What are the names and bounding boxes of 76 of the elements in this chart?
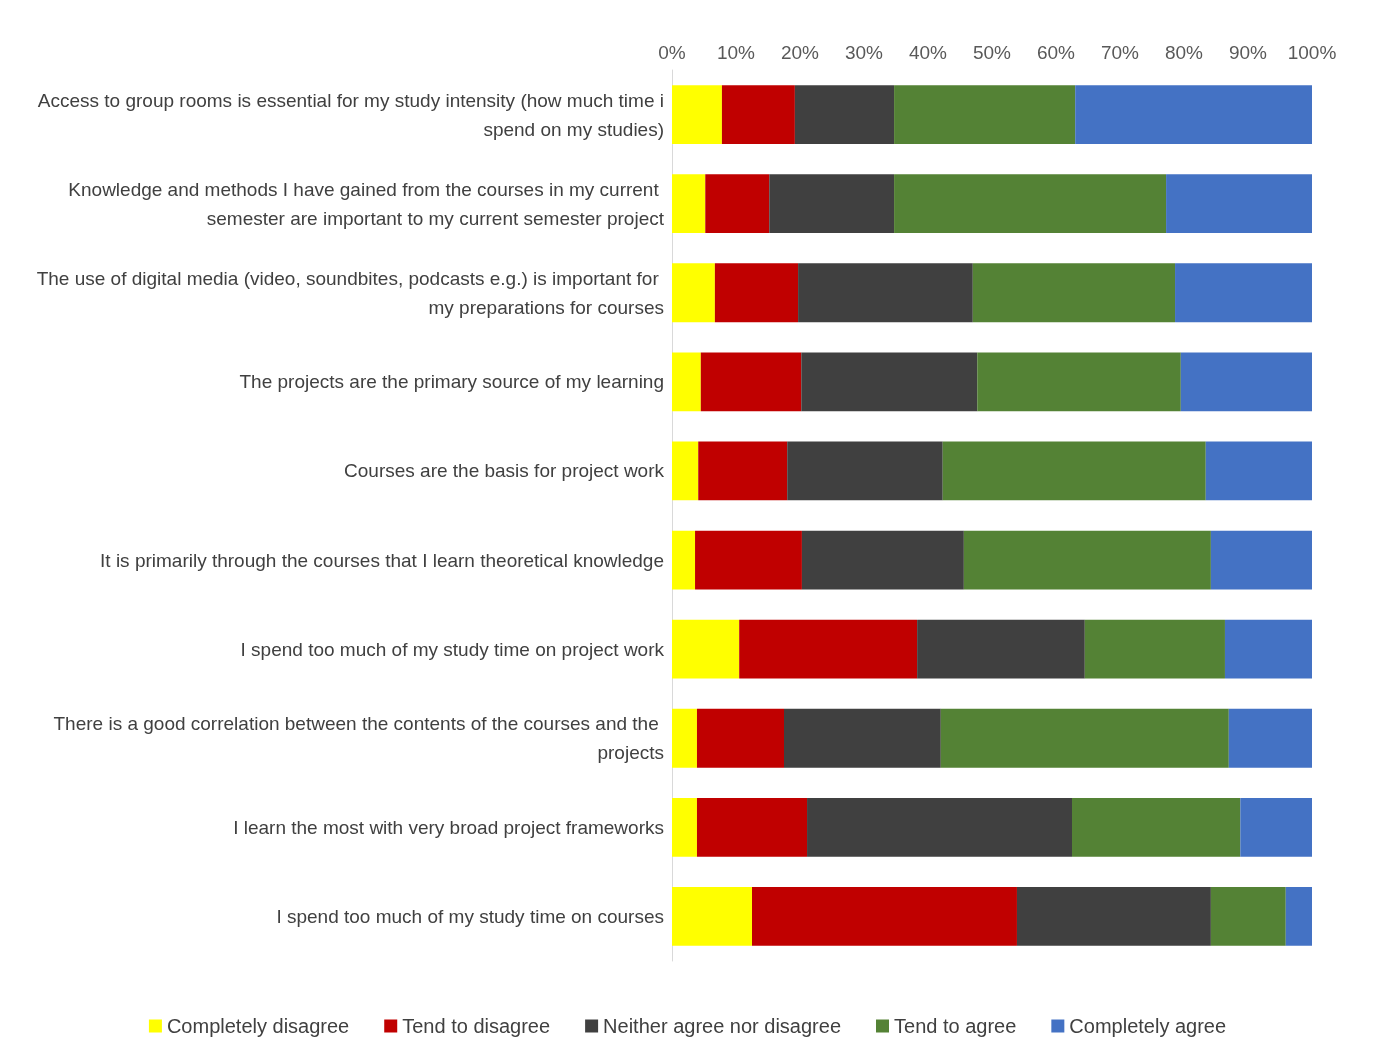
- bar: [807, 797, 1072, 857]
- x-tick-label: 80%: [1164, 42, 1204, 63]
- bar: [942, 441, 1206, 501]
- x-tick-label: 70%: [1100, 42, 1140, 63]
- bar: [672, 352, 701, 412]
- x-tick-label: 100%: [1287, 42, 1337, 63]
- bar: [798, 263, 973, 323]
- y-tick-label: Access to group rooms is essential for my study intensity (how much time i spend on my studies): [37, 89, 664, 140]
- bar: [698, 441, 788, 501]
- bar: [696, 708, 784, 768]
- bar: [1228, 708, 1312, 768]
- x-tick-label: 0%: [658, 42, 686, 63]
- bar: [1210, 530, 1312, 590]
- legend-label: Tend to agree: [894, 1015, 1017, 1037]
- x-tick-label: 60%: [1036, 42, 1076, 63]
- bar: [752, 887, 1017, 946]
- bar: [894, 174, 1167, 234]
- bar: [1175, 263, 1312, 323]
- bar: [696, 797, 808, 857]
- bar: [784, 708, 941, 768]
- y-tick-label: Courses are the basis for project work: [344, 460, 665, 482]
- bar: [801, 352, 978, 412]
- bar: [769, 174, 895, 234]
- bar: [1210, 887, 1286, 946]
- bar: [1205, 441, 1312, 501]
- bar: [801, 530, 964, 590]
- bar: [1240, 797, 1312, 857]
- legend-label: Neither agree nor disagree: [603, 1015, 842, 1037]
- bar: [1166, 174, 1312, 234]
- bar: [894, 85, 1076, 144]
- bar: [787, 441, 943, 501]
- x-tick-label: 90%: [1228, 42, 1268, 63]
- bar: [672, 441, 699, 501]
- bar: [1016, 887, 1211, 946]
- bar: [714, 263, 799, 323]
- bar: [917, 619, 1085, 679]
- x-tick-label: 40%: [908, 42, 948, 63]
- y-tick-label: There is a good correlation between the contents of the courses and the projects: [53, 713, 664, 764]
- bar: [672, 263, 715, 323]
- bar: [1224, 619, 1312, 679]
- bar: [1180, 352, 1312, 412]
- bar: [1285, 887, 1312, 946]
- bar: [672, 530, 696, 590]
- bar: [672, 708, 697, 768]
- y-tick-label: It is primarily through the courses that I learn theoretical knowledge: [100, 549, 664, 571]
- bar: [705, 174, 770, 234]
- y-tick-label: I spend too much of my study time on courses: [276, 905, 664, 927]
- legend-label: Tend to disagree: [402, 1015, 551, 1037]
- y-tick-label: The projects are the primary source of my learning: [239, 371, 664, 393]
- y-tick-label: I spend too much of my study time on project work: [240, 638, 665, 660]
- x-tick-label: 10%: [716, 42, 756, 63]
- bar: [972, 263, 1176, 323]
- y-tick-label: Knowledge and methods I have gained from the courses in my current semester are important to my current semester project: [68, 178, 665, 229]
- bar: [739, 619, 918, 679]
- x-tick-label: 20%: [780, 42, 820, 63]
- legend-label: Completely disagree: [166, 1015, 350, 1037]
- x-tick-label: 50%: [972, 42, 1012, 63]
- bar: [672, 887, 752, 946]
- bar: [977, 352, 1181, 412]
- bar: [672, 619, 740, 679]
- bar: [1084, 619, 1225, 679]
- bar: [1072, 797, 1241, 857]
- bar: [721, 85, 795, 144]
- bar: [794, 85, 895, 144]
- bar: [700, 352, 802, 412]
- bar: [672, 797, 697, 857]
- bar: [1075, 85, 1312, 144]
- bar: [695, 530, 802, 590]
- y-tick-label: The use of digital media (video, soundbites, podcasts e.g.) is important for my preparations for courses: [36, 267, 664, 318]
- bar: [672, 174, 706, 234]
- legend-label: Completely agree: [1069, 1015, 1227, 1037]
- x-tick-label: 30%: [844, 42, 884, 63]
- bar: [940, 708, 1229, 768]
- y-tick-label: I learn the most with very broad project frameworks: [233, 816, 664, 838]
- bar: [963, 530, 1211, 590]
- bar: [672, 85, 722, 144]
